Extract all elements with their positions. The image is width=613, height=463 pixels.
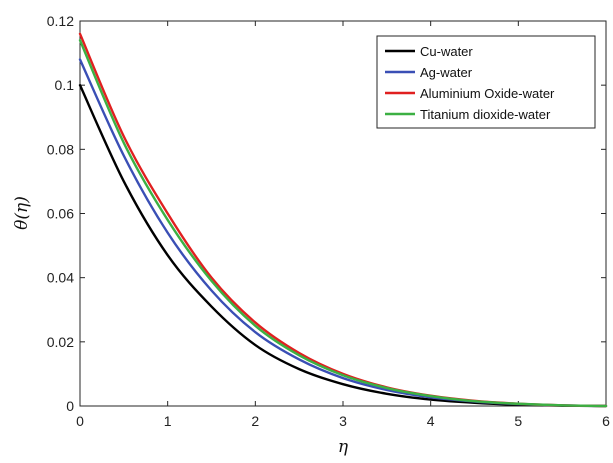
y-axis-ticks: 0 0.02 0.04 0.06 0.08 0.1 0.12 — [47, 13, 606, 414]
y-tick-label: 0.12 — [47, 13, 74, 29]
legend: Cu-water Ag-water Aluminium Oxide-water Tit… — [376, 35, 596, 129]
y-tick-label: 0 — [66, 398, 74, 414]
x-tick-label: 6 — [602, 413, 610, 429]
y-tick-label: 0.1 — [55, 77, 75, 93]
series-line-4 — [78, 39, 608, 408]
x-tick-label: 0 — [76, 413, 84, 429]
legend-label-3: Aluminium Oxide-water — [420, 86, 555, 101]
y-tick-label: 0.02 — [47, 334, 74, 350]
y-tick-label: 0.06 — [47, 206, 74, 222]
legend-label-2: Ag-water — [420, 65, 473, 80]
y-tick-label: 0.08 — [47, 141, 74, 157]
x-tick-label: 5 — [514, 413, 522, 429]
x-tick-label: 2 — [251, 413, 259, 429]
legend-label-4: Titanium dioxide-water — [420, 107, 551, 122]
y-axis-title: θ(η) — [12, 196, 32, 230]
x-axis-ticks: 0 1 2 3 4 5 6 — [76, 21, 610, 429]
y-tick-label: 0.04 — [47, 270, 74, 286]
x-tick-label: 1 — [164, 413, 172, 429]
series-layer — [78, 32, 608, 408]
legend-label-1: Cu-water — [420, 44, 473, 59]
x-axis-title: η — [338, 437, 349, 457]
x-tick-label: 3 — [339, 413, 347, 429]
x-tick-label: 4 — [427, 413, 435, 429]
